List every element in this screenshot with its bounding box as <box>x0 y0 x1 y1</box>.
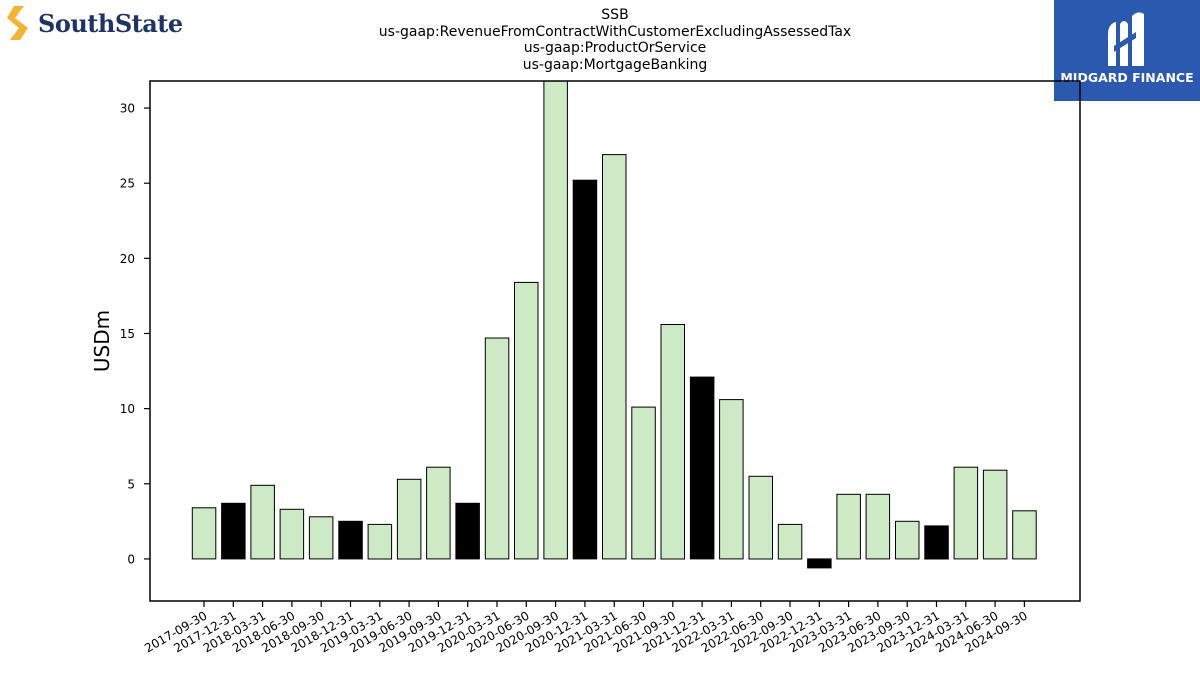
midgard-m-icon <box>1108 12 1144 66</box>
southstate-s-icon <box>7 6 28 40</box>
bar-2018-09-30 <box>308 516 334 560</box>
y-tick-label: 10 <box>120 402 135 416</box>
bar-2022-06-30 <box>748 475 773 560</box>
plot-frame <box>149 80 1081 602</box>
bar-2019-12-31 <box>455 502 480 560</box>
bar-2022-12-31 <box>807 558 832 569</box>
bar-2018-06-30 <box>279 508 305 560</box>
bar-2019-03-31 <box>367 523 393 560</box>
bar-2021-06-30 <box>631 406 656 560</box>
bar-2024-09-30 <box>1012 510 1037 560</box>
y-tick-label: 25 <box>120 177 135 191</box>
bar-2022-09-30 <box>777 523 803 560</box>
southstate-logo-text: SouthState <box>38 9 183 38</box>
bar-2020-09-30 <box>543 81 568 560</box>
bar-2020-03-31 <box>484 337 510 560</box>
bar-2019-09-30 <box>426 466 451 560</box>
y-tick-label: 20 <box>120 252 135 266</box>
bar-2023-06-30 <box>865 493 891 560</box>
bar-2024-03-31 <box>953 466 979 560</box>
bars-group <box>191 81 1037 569</box>
bar-2019-06-30 <box>396 478 422 560</box>
chart-title-line: us-gaap:MortgageBanking <box>522 56 708 73</box>
chart-title-line: SSB <box>601 7 629 23</box>
y-tick-label: 0 <box>127 552 135 566</box>
bar-2020-06-30 <box>514 281 539 560</box>
bar-2017-09-30 <box>191 507 217 560</box>
y-axis-label: USDm <box>90 310 114 372</box>
bar-2018-12-31 <box>338 520 363 560</box>
bar-2018-03-31 <box>250 484 275 560</box>
y-tick-label: 30 <box>120 102 135 116</box>
bar-2021-09-30 <box>660 324 685 560</box>
y-tick-label: 15 <box>120 327 135 341</box>
southstate-logo: SouthState <box>4 4 184 44</box>
chart-title-line: us-gaap:ProductOrService <box>523 40 707 56</box>
bar-2021-12-31 <box>689 376 715 560</box>
bar-2023-03-31 <box>836 493 861 560</box>
midgard-logo-text: MIDGARD FINANCE <box>1060 70 1194 85</box>
bar-2021-03-31 <box>602 154 627 560</box>
bar-2023-09-30 <box>895 520 920 560</box>
bar-2020-12-31 <box>572 179 598 560</box>
midgard-finance-logo: MIDGARD FINANCE <box>1054 0 1200 101</box>
bar-2022-03-31 <box>719 399 744 560</box>
bar-2024-06-30 <box>982 469 1008 560</box>
bar-2023-12-31 <box>924 525 949 560</box>
y-tick-label: 5 <box>127 477 135 491</box>
chart-title: SSB us-gaap:RevenueFromContractWithCusto… <box>300 7 930 73</box>
bar-2017-12-31 <box>221 502 246 560</box>
chart-title-line: us-gaap:RevenueFromContractWithCustomerE… <box>378 23 852 40</box>
